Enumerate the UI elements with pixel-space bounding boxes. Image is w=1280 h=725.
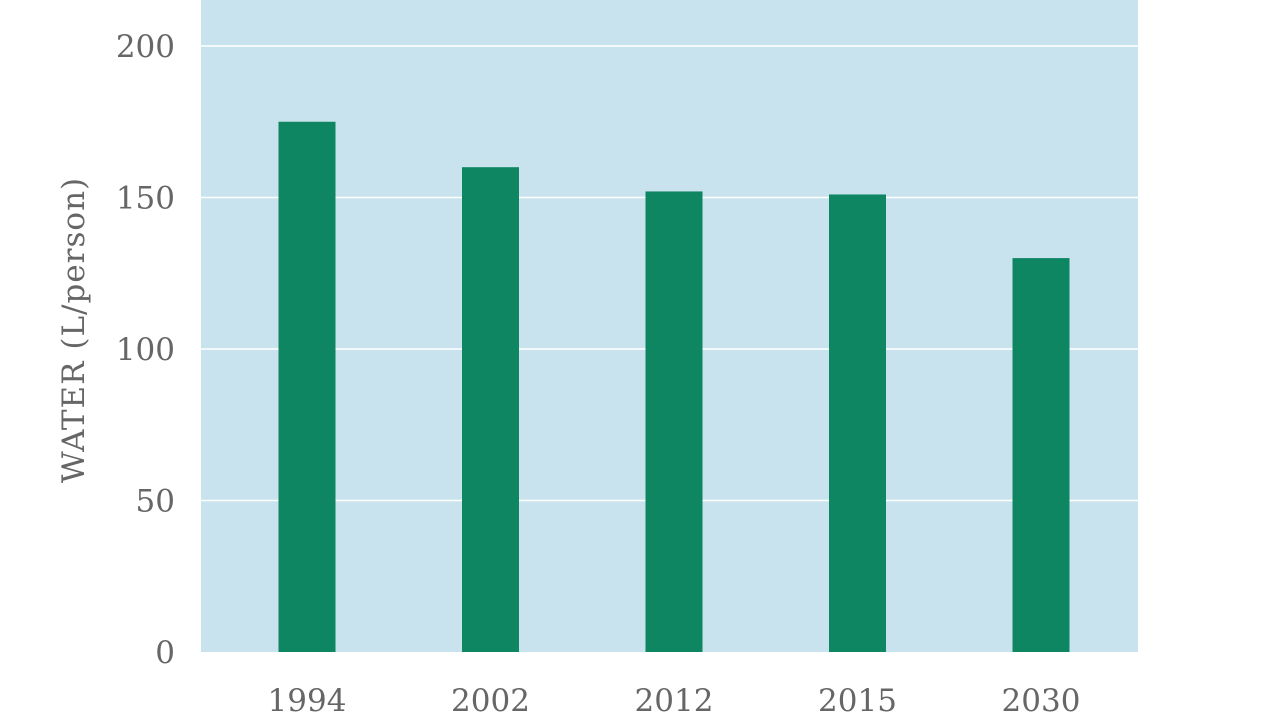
- x-tick-labels: 1994 2002 2012 2015 2030: [268, 683, 1081, 719]
- x-tick-label-2015: 2015: [818, 683, 897, 719]
- x-tick-label-2030: 2030: [1002, 683, 1081, 719]
- bar-2002: [462, 167, 519, 652]
- y-tick-labels: 0 50 100 150 200: [116, 29, 175, 671]
- y-tick-label-200: 200: [116, 29, 175, 65]
- bar-2030: [1012, 258, 1070, 652]
- y-axis-title: WATER (L/person): [56, 177, 92, 483]
- y-tick-label-150: 150: [116, 181, 175, 217]
- bars: [278, 121, 1070, 652]
- bar-2015: [829, 194, 886, 652]
- y-tick-label-0: 0: [155, 635, 175, 671]
- x-tick-label-2002: 2002: [451, 683, 530, 719]
- y-tick-label-50: 50: [136, 484, 175, 520]
- bar-1994: [278, 121, 336, 652]
- bar-2012: [645, 191, 703, 652]
- x-tick-label-1994: 1994: [268, 683, 347, 719]
- y-tick-label-100: 100: [116, 332, 175, 368]
- x-tick-label-2012: 2012: [635, 683, 714, 719]
